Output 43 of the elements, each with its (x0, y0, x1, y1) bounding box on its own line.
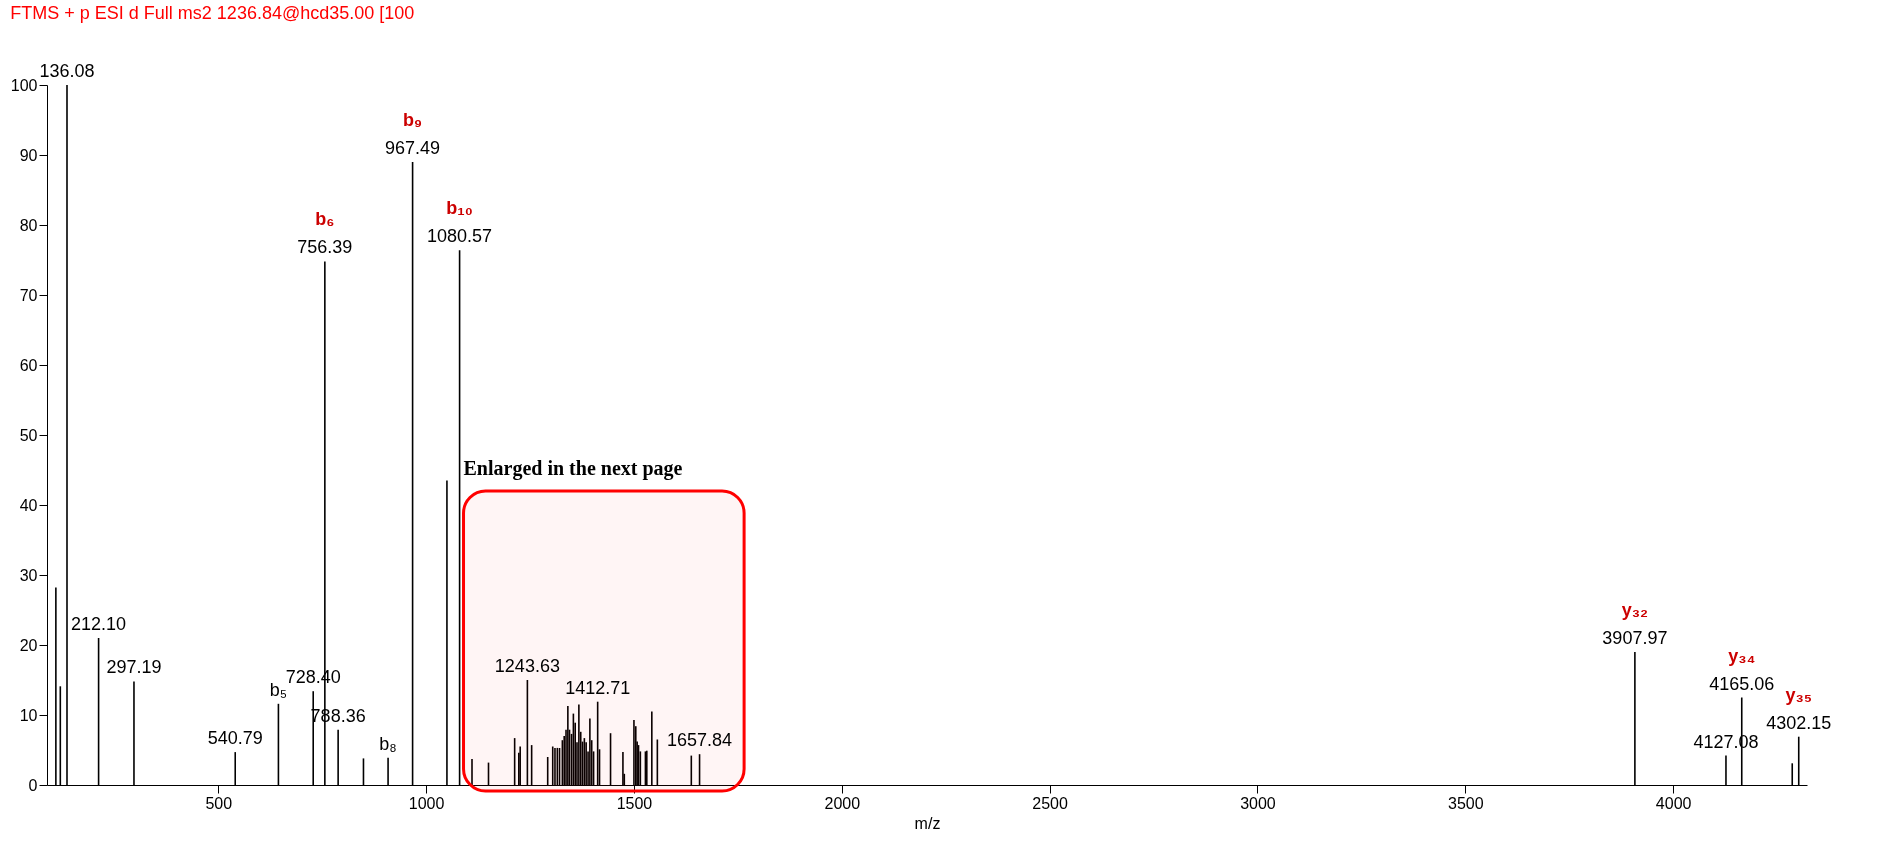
x-tick-label: 3500 (1448, 794, 1484, 812)
y-tick-label: 70 (19, 286, 38, 304)
annotation: y₃₂ (1621, 600, 1649, 620)
x-tick-label: 1000 (408, 794, 445, 812)
annotation: 1243.63 (494, 656, 560, 676)
x-tick-label: 500 (205, 794, 233, 812)
x-tick-label: 4000 (1655, 794, 1692, 812)
y-tick-label: 20 (19, 636, 38, 654)
band-label: Enlarged in the next page (463, 457, 683, 480)
annotation: 1412.71 (565, 677, 631, 698)
y-tick-label: 60 (19, 356, 38, 374)
x-tick-label: 2000 (824, 794, 861, 812)
y-tick-label: 100 (10, 76, 38, 94)
x-tick-label: 2500 (1032, 794, 1069, 812)
annotation: 3907.97 (1602, 628, 1668, 648)
annotation: b₅ (269, 679, 288, 700)
y-tick-label: 90 (19, 146, 38, 164)
annotation: b₉ (403, 110, 423, 130)
annotation: b₈ (379, 733, 397, 754)
x-tick-label: 3000 (1240, 794, 1276, 812)
annotation: 540.79 (207, 728, 263, 749)
y-tick-label: 50 (19, 426, 38, 444)
annotation: 4302.15 (1766, 712, 1832, 733)
annotation: 967.49 (385, 138, 441, 158)
annotation: b₁₀ (446, 198, 473, 219)
annotation: 297.19 (106, 657, 162, 678)
y-tick-label: 80 (19, 216, 38, 234)
annotation: b₆ (315, 209, 335, 230)
annotation: 1657.84 (667, 730, 733, 751)
annotation: y₃₅ (1785, 684, 1813, 705)
annotation: 756.39 (297, 237, 353, 258)
annotation: 212.10 (71, 614, 127, 634)
y-tick-label: 10 (19, 706, 38, 724)
annotation: 136.08 (39, 61, 95, 81)
y-tick-label: 40 (19, 496, 38, 514)
x-tick-label: 1500 (616, 794, 653, 812)
annotation: 1080.57 (427, 226, 493, 247)
y-tick-label: 30 (19, 566, 38, 584)
x-axis-title: m/z (914, 814, 941, 832)
y-tick-label: 0 (28, 776, 38, 794)
annotation: y₃₄ (1728, 645, 1756, 666)
annotation: 4165.06 (1709, 673, 1775, 694)
chart-title: FTMS + p ESI d Full ms2 1236.84@hcd35.00 [100 (10, 3, 415, 23)
